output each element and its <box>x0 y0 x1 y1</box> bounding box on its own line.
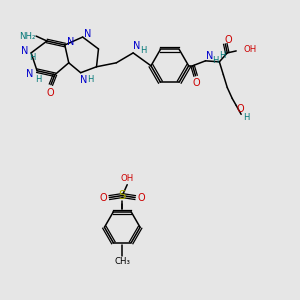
Text: O: O <box>137 193 145 202</box>
Text: N: N <box>206 51 213 61</box>
Text: OH: OH <box>121 174 134 183</box>
Text: H: H <box>243 113 249 122</box>
Text: H: H <box>219 51 226 60</box>
Text: H: H <box>35 75 41 84</box>
Text: O: O <box>236 104 244 114</box>
Text: O: O <box>100 193 107 202</box>
Text: H: H <box>140 46 146 56</box>
Text: N: N <box>84 29 91 39</box>
Text: S: S <box>118 189 126 202</box>
Text: N: N <box>67 37 74 47</box>
Text: NH₂: NH₂ <box>19 32 35 40</box>
Text: N: N <box>22 46 29 56</box>
Text: O: O <box>46 88 54 98</box>
Text: CH₃: CH₃ <box>114 257 130 266</box>
Text: O: O <box>193 78 200 88</box>
Text: H: H <box>212 56 219 65</box>
Text: N: N <box>26 69 34 79</box>
Text: N: N <box>80 75 87 85</box>
Text: H: H <box>87 75 94 84</box>
Text: O: O <box>224 35 232 45</box>
Text: N: N <box>134 41 141 51</box>
Text: OH: OH <box>243 45 256 54</box>
Text: H: H <box>29 53 35 62</box>
